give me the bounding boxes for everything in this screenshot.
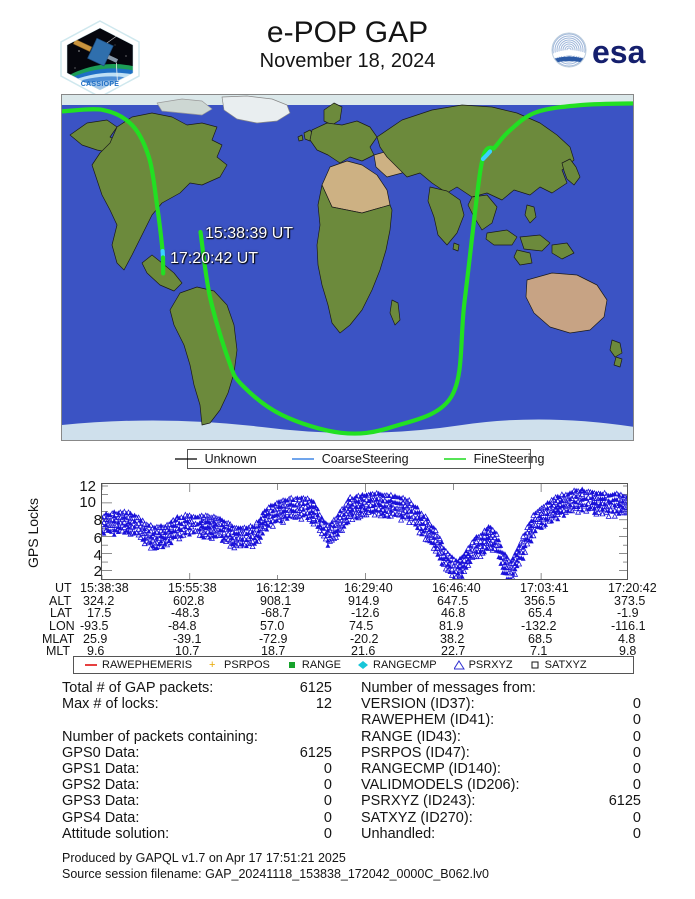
svg-text:+: + [209, 660, 215, 670]
svg-text:esa: esa [592, 34, 646, 70]
svg-text:CASSIOPE: CASSIOPE [81, 81, 120, 88]
